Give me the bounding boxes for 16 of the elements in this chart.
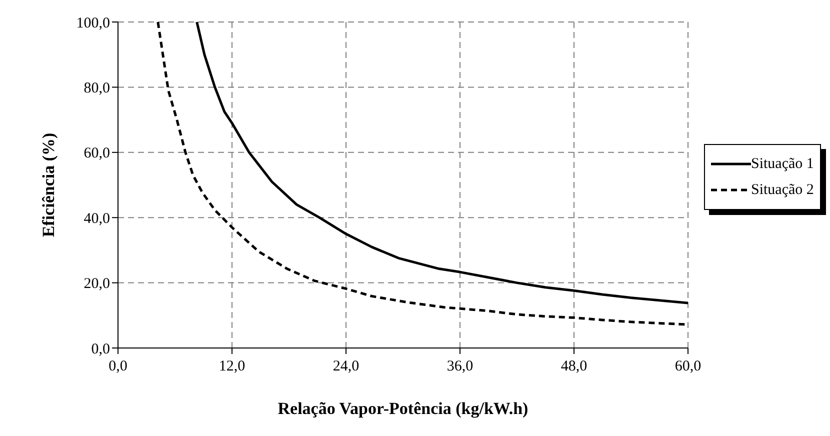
x-tick-label: 48,0 [560, 358, 588, 375]
y-tick-label: 20,0 [84, 276, 110, 292]
y-tick-label: 80,0 [84, 80, 110, 97]
x-axis-title: Relação Vapor-Potência (kg/kW.h) [278, 399, 528, 418]
y-axis-title: Eficiência (%) [39, 132, 58, 238]
x-tick-label: 24,0 [332, 358, 360, 375]
legend-label: Situação 1 [751, 156, 814, 172]
x-tick-label: 60,0 [674, 358, 702, 375]
y-tick-label: 100,0 [76, 15, 110, 32]
x-tick-label: 0,0 [108, 358, 128, 375]
x-tick-label: 12,0 [218, 358, 246, 375]
y-tick-label: 60,0 [84, 146, 110, 162]
legend-label: Situação 2 [751, 182, 814, 198]
y-tick-label: 0,0 [91, 341, 110, 358]
y-tick-label: 40,0 [84, 210, 110, 227]
x-tick-label: 36,0 [446, 358, 474, 375]
